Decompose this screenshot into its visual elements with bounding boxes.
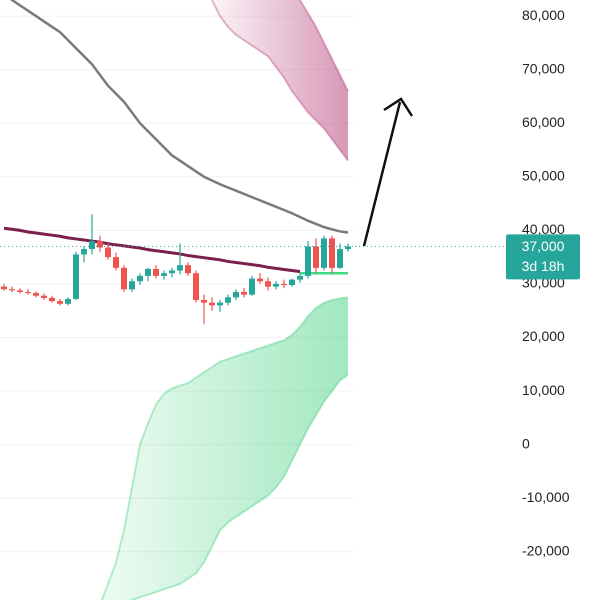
candle-body (161, 273, 167, 276)
candle-body (41, 295, 47, 298)
y-tick-label: 60,000 (522, 114, 565, 130)
band-upper (298, 0, 349, 92)
y-tick-label: 80,000 (522, 7, 565, 23)
candle-body (249, 278, 255, 295)
candle-body (17, 290, 23, 292)
countdown: 3d 18h (522, 258, 565, 274)
band-area (101, 297, 348, 600)
candle-body (241, 291, 247, 295)
candle-body (137, 275, 143, 282)
candle-body (121, 267, 127, 290)
indicator-line (9, 0, 349, 234)
candle-body (209, 302, 215, 306)
candle-body (49, 297, 55, 302)
candle-body (273, 283, 279, 287)
price-label: 37,000 3d 18h (506, 234, 580, 280)
band-lower (211, 0, 349, 162)
candle-body (73, 254, 79, 299)
y-tick-label: 20,000 (522, 328, 565, 344)
candle-body (225, 297, 231, 303)
candle-body (89, 241, 95, 250)
candle-body (9, 289, 15, 291)
y-tick-label: 40,000 (522, 221, 565, 237)
plot-area (0, 0, 355, 600)
candle-body (305, 246, 311, 276)
candle-body (97, 241, 103, 248)
candle-body (265, 281, 271, 287)
candle-body (329, 238, 335, 268)
annotation-arrow (362, 97, 414, 247)
candle-body (57, 301, 63, 304)
candle-body (257, 278, 263, 282)
candle-body (1, 286, 7, 290)
candle-body (337, 249, 343, 268)
band-area (212, 0, 348, 161)
price-box (506, 234, 580, 280)
y-tick-label: 10,000 (522, 382, 565, 398)
band-lower (128, 374, 349, 600)
candle-body (105, 247, 111, 258)
candle-body (177, 265, 183, 271)
candle-body (201, 300, 207, 303)
candle-body (33, 293, 39, 296)
candle-body (169, 270, 175, 274)
band-upper (100, 296, 349, 600)
candle-body (65, 298, 71, 304)
y-tick-label: 70,000 (522, 60, 565, 76)
candle-body (145, 268, 151, 276)
y-tick-label: 0 (522, 435, 530, 451)
candle-body (217, 302, 223, 306)
candle-body (113, 257, 119, 268)
candle-body (281, 283, 287, 285)
y-tick-label: -10,000 (522, 489, 570, 505)
candle-body (129, 281, 135, 290)
y-tick-label: -20,000 (522, 542, 570, 558)
y-tick-label: 50,000 (522, 167, 565, 183)
candle-body (81, 249, 87, 255)
y-axis: -20,000-10,000010,00020,00030,00040,0005… (355, 7, 570, 558)
candle-body (193, 273, 199, 300)
candle-body (345, 246, 351, 250)
indicator-line (3, 226, 301, 274)
candle-body (297, 275, 303, 280)
candle-body (153, 268, 159, 276)
candle-body (289, 279, 295, 285)
candle-body (233, 291, 239, 298)
candle-body (321, 238, 327, 268)
price-value: 37,000 (522, 238, 565, 254)
candle-body (313, 246, 319, 268)
candle-body (25, 291, 31, 294)
candle-body (185, 265, 191, 274)
